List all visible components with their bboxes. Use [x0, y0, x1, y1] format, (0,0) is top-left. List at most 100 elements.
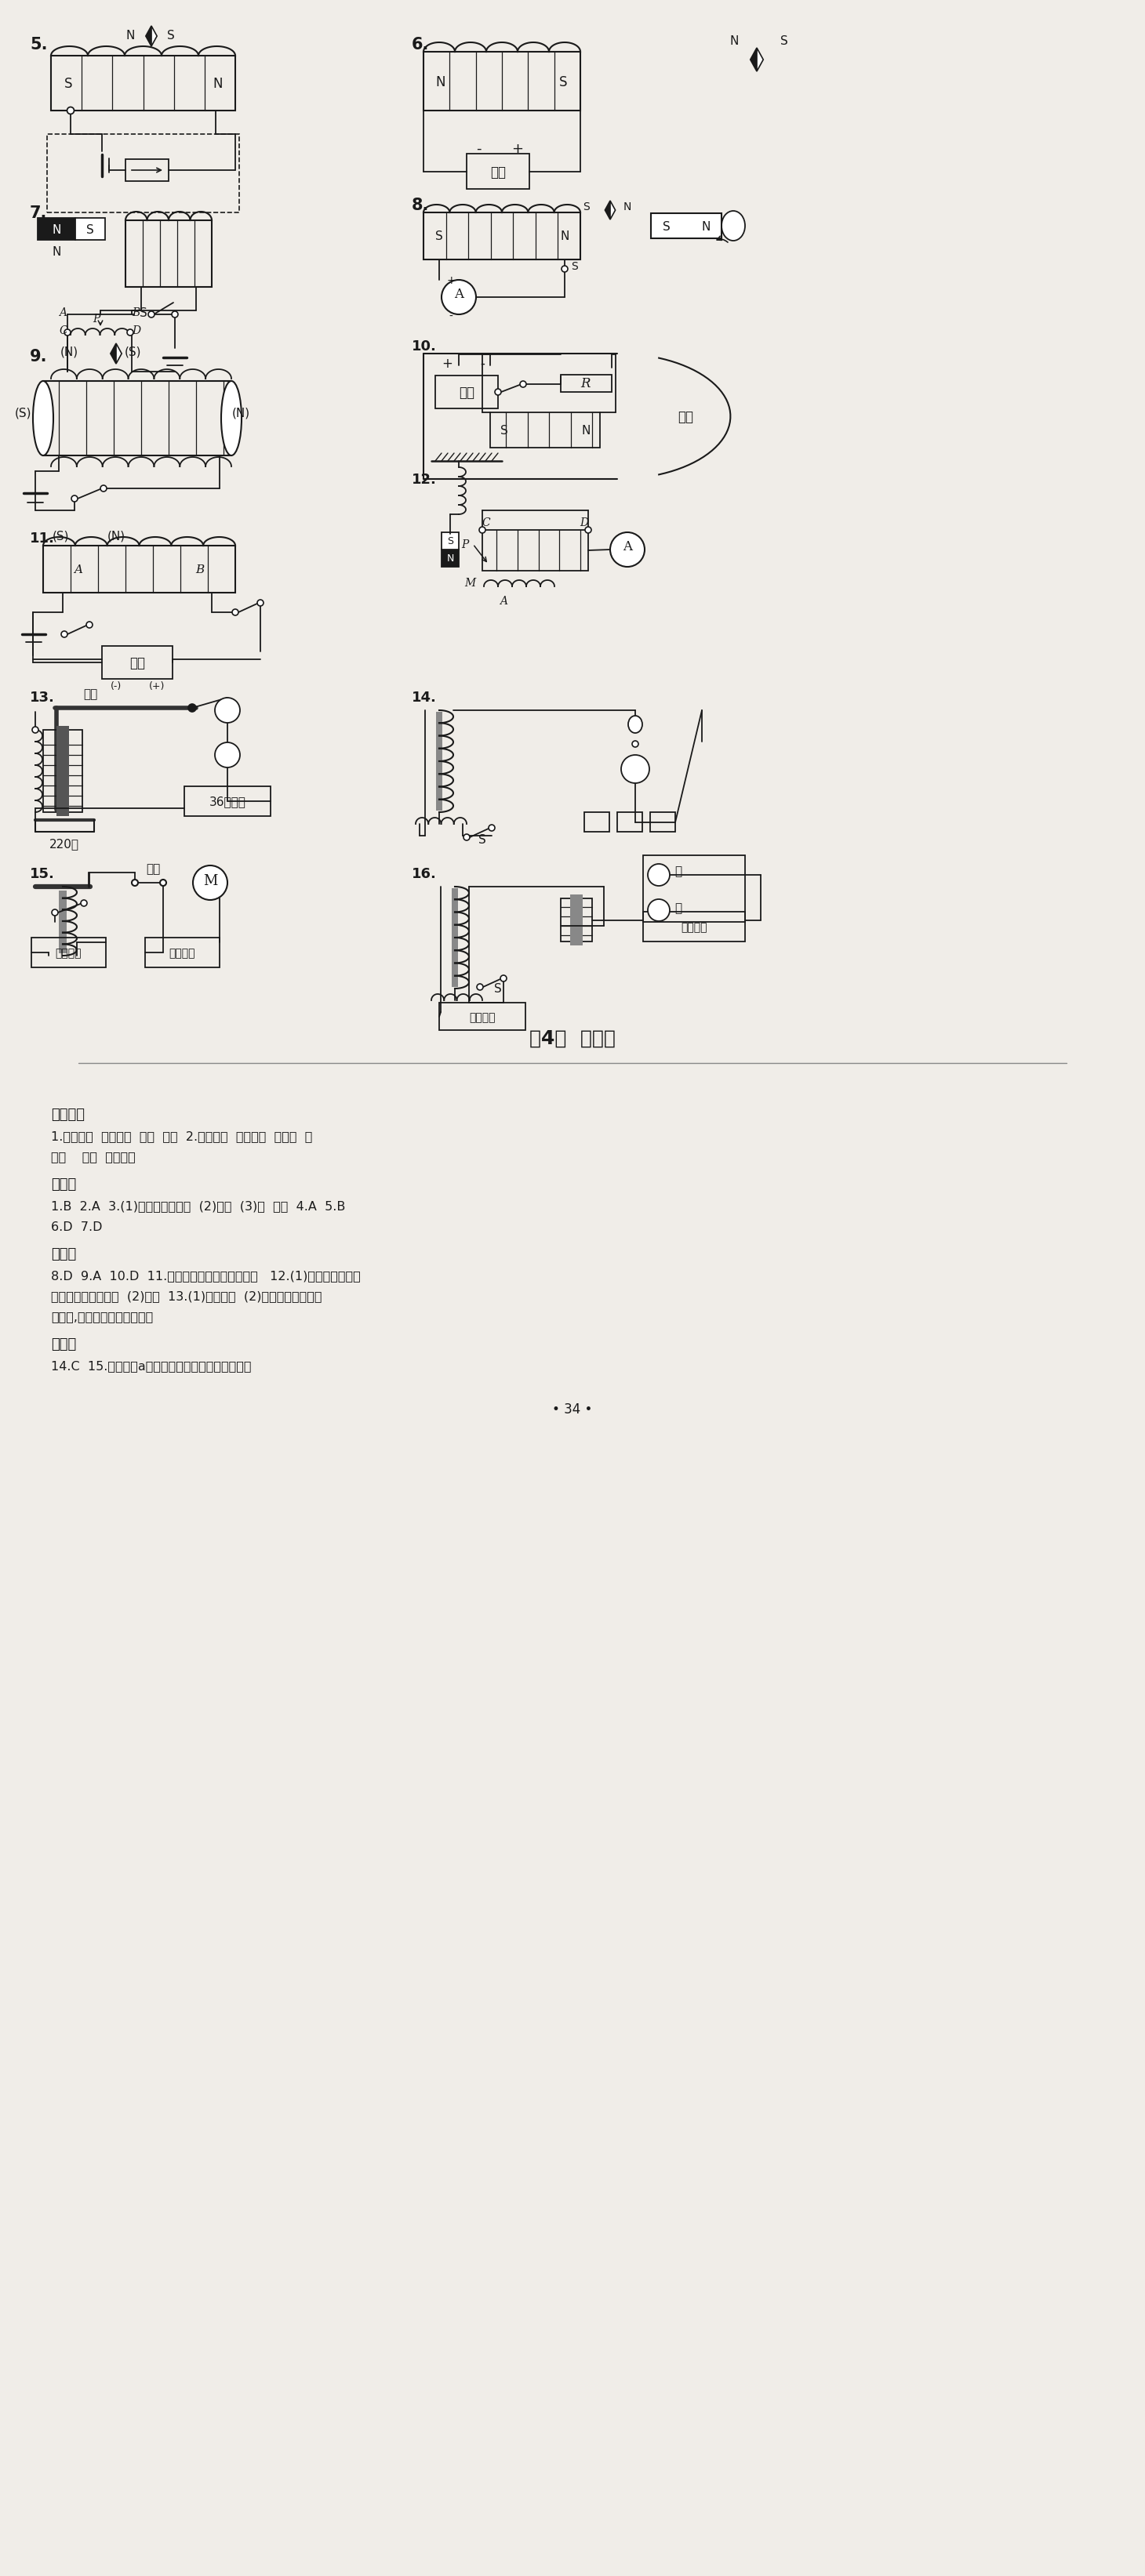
Bar	[44, 732, 82, 811]
Circle shape	[101, 487, 106, 492]
Circle shape	[215, 698, 240, 724]
Text: N: N	[52, 224, 61, 234]
Text: 1.B  2.A  3.(1)磁场对通电导体  (2)改变  (3)电  机械  4.A  5.B: 1.B 2.A 3.(1)磁场对通电导体 (2)改变 (3)电 机械 4.A 5…	[52, 1200, 346, 1211]
Text: B: B	[132, 307, 140, 319]
Text: 绿: 绿	[674, 866, 682, 878]
Circle shape	[489, 824, 495, 832]
Text: 低压电源: 低压电源	[55, 948, 81, 958]
Circle shape	[81, 902, 87, 907]
Text: A: A	[58, 307, 66, 319]
Text: (+): (+)	[149, 680, 165, 690]
Text: 拓展题: 拓展题	[52, 1337, 77, 1350]
Text: 9.: 9.	[30, 348, 47, 363]
Text: 16.: 16.	[412, 866, 436, 881]
Text: (N): (N)	[231, 407, 250, 417]
Circle shape	[648, 866, 670, 886]
Text: S: S	[435, 232, 443, 242]
Text: 红: 红	[674, 902, 682, 914]
Text: C: C	[482, 518, 490, 528]
Polygon shape	[750, 49, 757, 72]
Text: N: N	[702, 222, 710, 232]
Text: A: A	[455, 286, 464, 301]
Text: 电源: 电源	[459, 386, 474, 399]
Bar	[617, 811, 642, 832]
Text: C: C	[58, 325, 68, 337]
Bar	[76, 219, 105, 240]
Bar	[436, 714, 442, 811]
Text: M: M	[464, 577, 475, 587]
Circle shape	[495, 389, 502, 397]
Text: 高压电源: 高压电源	[168, 948, 195, 958]
Text: 情况下,改变导体中电流的方向: 情况下,改变导体中电流的方向	[52, 1311, 153, 1321]
Bar	[442, 551, 459, 567]
Text: (S): (S)	[125, 345, 142, 358]
Bar	[424, 214, 581, 260]
Text: 电源: 电源	[129, 657, 145, 670]
Bar	[650, 214, 721, 240]
Polygon shape	[757, 49, 764, 72]
Circle shape	[192, 866, 228, 902]
Text: N: N	[447, 554, 453, 564]
Circle shape	[215, 742, 240, 768]
Text: S: S	[167, 28, 175, 41]
Circle shape	[160, 881, 166, 886]
Text: B: B	[196, 564, 205, 574]
Text: 中档题: 中档题	[52, 1247, 77, 1262]
Bar	[490, 412, 600, 448]
Text: 机械    惯性  电流方向: 机械 惯性 电流方向	[52, 1151, 135, 1162]
Bar	[650, 811, 676, 832]
Text: 6.D  7.D: 6.D 7.D	[52, 1221, 102, 1231]
Text: 5.: 5.	[30, 36, 47, 52]
Circle shape	[476, 984, 483, 992]
Text: 11.: 11.	[30, 531, 55, 546]
Text: +: +	[447, 276, 456, 286]
Polygon shape	[116, 345, 121, 363]
Text: -: -	[480, 355, 484, 371]
Circle shape	[500, 976, 506, 981]
Bar	[126, 222, 212, 289]
Text: A: A	[499, 595, 507, 605]
Circle shape	[64, 330, 71, 337]
Text: 15.: 15.	[30, 866, 55, 881]
Circle shape	[464, 835, 469, 840]
Text: S: S	[479, 835, 487, 845]
Text: 基础题: 基础题	[52, 1177, 77, 1190]
Circle shape	[585, 528, 591, 533]
Text: R: R	[581, 376, 591, 392]
Circle shape	[148, 312, 155, 319]
Text: D: D	[132, 325, 141, 337]
Text: S: S	[500, 425, 508, 435]
Text: S: S	[447, 536, 453, 546]
Text: 14.C  15.通电导线a产生的磁场对它有向左的作用力: 14.C 15.通电导线a产生的磁场对它有向左的作用力	[52, 1360, 252, 1373]
Bar	[482, 531, 589, 572]
Text: 14.: 14.	[412, 690, 436, 706]
Text: M: M	[203, 873, 218, 889]
Bar	[47, 134, 239, 214]
Text: S: S	[663, 222, 671, 232]
Text: 衔铁: 衔铁	[84, 688, 97, 701]
Circle shape	[610, 533, 645, 567]
Text: (N): (N)	[60, 345, 78, 358]
Bar	[643, 912, 745, 943]
Text: P: P	[93, 314, 100, 325]
Text: P: P	[461, 538, 468, 551]
Text: S: S	[495, 984, 502, 994]
Text: N: N	[52, 245, 61, 258]
Text: 1.电流方向  磁场方向  改变  不变  2.电流方向  磁场方向  不发生  电: 1.电流方向 磁场方向 改变 不变 2.电流方向 磁场方向 不发生 电	[52, 1131, 313, 1141]
Circle shape	[86, 623, 93, 629]
Circle shape	[132, 881, 139, 886]
Text: (S): (S)	[15, 407, 32, 417]
Text: 知识管理: 知识管理	[52, 1108, 85, 1121]
Circle shape	[561, 265, 568, 273]
Text: -: -	[449, 312, 453, 322]
Text: 船头: 船头	[678, 410, 694, 425]
Bar	[442, 533, 459, 551]
Text: 形成持续稳定的电流  (2)机械  13.(1)直线运动  (2)在磁场方向不变的: 形成持续稳定的电流 (2)机械 13.(1)直线运动 (2)在磁场方向不变的	[52, 1291, 322, 1301]
Circle shape	[127, 330, 133, 337]
Circle shape	[648, 899, 670, 922]
Bar	[145, 938, 220, 969]
Circle shape	[442, 281, 476, 314]
Polygon shape	[151, 26, 157, 46]
Polygon shape	[610, 201, 615, 219]
Text: S: S	[140, 307, 148, 319]
